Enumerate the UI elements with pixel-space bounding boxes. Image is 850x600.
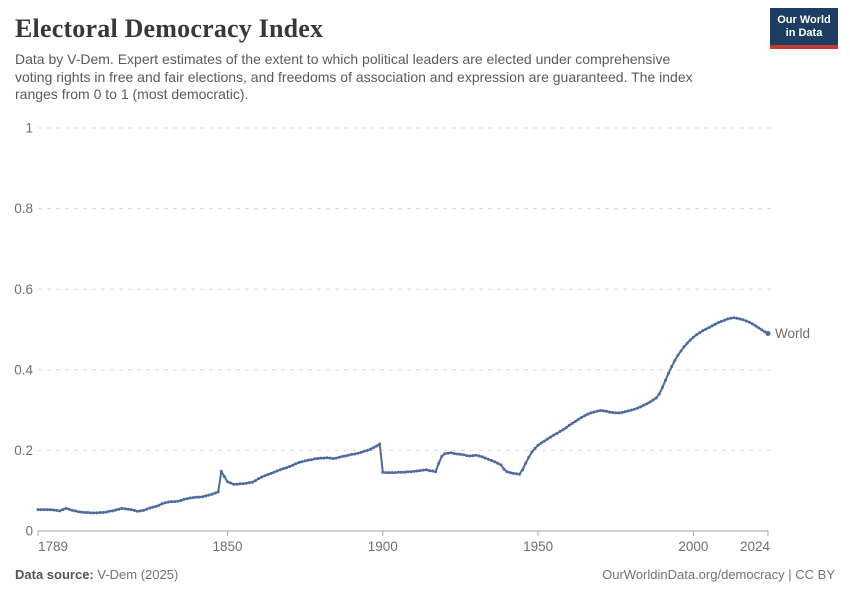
y-axis-tick-labels: 0 0.2 0.4 0.6 0.8 1 [14, 121, 33, 539]
y-gridlines [38, 127, 772, 451]
credit-link[interactable]: OurWorldinData.org/democracy | CC BY [602, 567, 835, 582]
y-axis-tick-label: 0.6 [14, 282, 33, 297]
x-axis-tick-label: 1950 [523, 539, 553, 554]
y-axis-tick-label: 1 [25, 121, 33, 136]
y-axis-tick-label: 0.8 [14, 201, 33, 216]
page-title: Electoral Democracy Index [15, 14, 324, 43]
x-axis-ticks [37, 531, 769, 536]
x-axis-tick-label: 2000 [678, 539, 708, 554]
x-axis-tick-label: 1900 [368, 539, 398, 554]
data-source-note: Data source: V-Dem (2025) [15, 567, 178, 582]
chart-subtitle: Data by V-Dem. Expert estimates of the e… [15, 51, 693, 104]
series-end-label-world[interactable]: World [775, 326, 810, 341]
y-axis-tick-label: 0.4 [14, 363, 33, 378]
data-source-label: Data source: [15, 567, 94, 582]
chart-subtitle-line-2: voting rights in free and fair elections… [15, 68, 693, 85]
x-axis-tick-label: 1789 [38, 539, 68, 554]
y-axis-tick-label: 0 [25, 524, 33, 539]
x-axis-tick-label: 1850 [212, 539, 242, 554]
chart-footer: Data source: V-Dem (2025) OurWorldinData… [15, 567, 835, 582]
owid-logo[interactable]: Our World in Data [770, 8, 838, 49]
chart-subtitle-line-3: ranges from 0 to 1 (most democratic). [15, 86, 249, 102]
data-source-value: V-Dem (2025) [93, 567, 179, 582]
owid-logo-text: Our World in Data [770, 8, 838, 45]
owid-logo-accent-bar [770, 45, 838, 49]
y-axis-tick-label: 0.2 [14, 443, 33, 458]
x-axis-tick-labels: 1789 1850 1900 1950 2000 2024 [38, 539, 770, 554]
world-line-series[interactable] [36, 316, 771, 515]
x-axis-tick-label: 2024 [740, 539, 771, 554]
chart-subtitle-line-1: Data by V-Dem. Expert estimates of the e… [15, 51, 671, 67]
